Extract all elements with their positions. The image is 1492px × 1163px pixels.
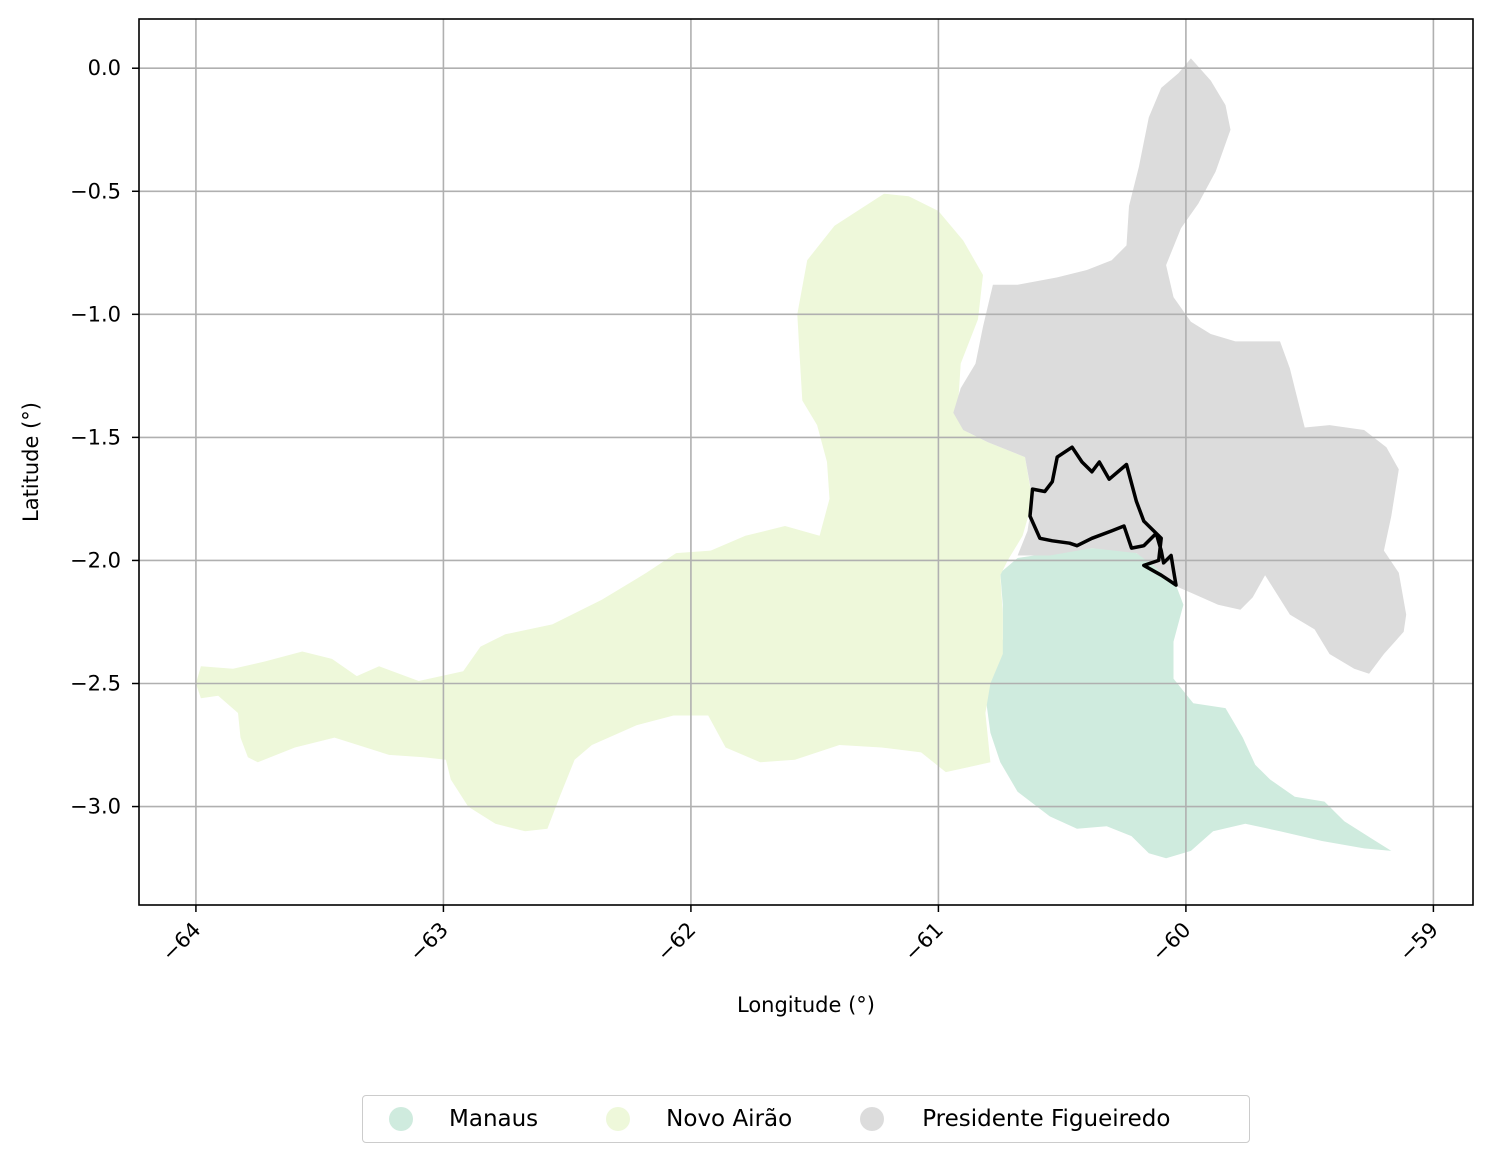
legend: Manaus Novo Airão Presidente Figueiredo [362, 1095, 1250, 1143]
y-tick-label: 0.0 [88, 56, 121, 80]
x-axis-label: Longitude (°) [737, 993, 875, 1017]
legend-entry-novo-airao: Novo Airão [606, 1106, 792, 1132]
grid-layer [139, 19, 1473, 905]
x-tick-label: −60 [1147, 918, 1195, 966]
legend-label-novo-airao: Novo Airão [666, 1106, 793, 1132]
legend-entry-presidente-figueiredo: Presidente Figueiredo [860, 1106, 1170, 1132]
y-axis-label: Latitude (°) [19, 402, 43, 522]
y-tick-label: −3.0 [70, 795, 121, 819]
legend-label-manaus: Manaus [449, 1106, 539, 1132]
regions-layer [195, 58, 1407, 859]
y-tick-label: −1.0 [70, 302, 121, 326]
outlined-area-boundary [1028, 445, 1178, 587]
x-tick-label: −61 [900, 918, 948, 966]
y-tick-label: −0.5 [70, 179, 121, 203]
legend-dot-presidente-figueiredo [860, 1107, 885, 1131]
legend-dot-novo-airao [606, 1107, 631, 1131]
x-tick-label: −64 [157, 918, 205, 966]
legend-dot-manaus [389, 1107, 413, 1131]
region-novo-airao [195, 193, 1033, 832]
region-presidente-figueireido [953, 58, 1407, 674]
axes-frame [138, 18, 1474, 906]
legend-entry-manaus: Manaus [389, 1106, 538, 1132]
x-tick-label: −62 [652, 918, 700, 966]
legend-label-presidente-figueiredo: Presidente Figueiredo [922, 1106, 1171, 1132]
region-manaus [985, 548, 1392, 859]
outline-layer [1028, 445, 1178, 587]
y-tick-label: −2.0 [70, 548, 121, 572]
y-tick-label: −2.5 [70, 672, 121, 696]
y-tick-label: −1.5 [70, 425, 121, 449]
x-tick-label: −59 [1395, 918, 1443, 966]
x-tick-label: −63 [405, 918, 453, 966]
